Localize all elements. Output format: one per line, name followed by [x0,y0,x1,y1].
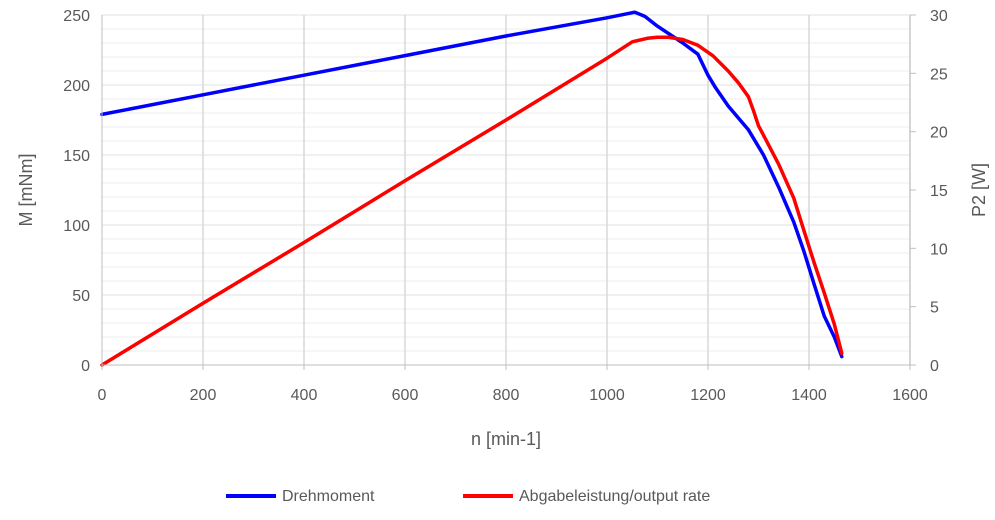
y-tick-label: 150 [63,148,90,165]
x-tick-label: 1400 [791,387,827,404]
y2-tick-label: 20 [930,125,948,142]
series-group [100,10,844,367]
y-tick-label: 100 [63,218,90,235]
y-axis-title: M [mNm] [16,154,36,227]
series-line-1 [100,10,844,359]
legend: Drehmoment Abgabeleistung/output rate [226,488,710,505]
y2-tick-label: 30 [930,8,948,25]
y2-tick-label: 10 [930,241,948,258]
x-tick-label: 600 [392,387,419,404]
x-tick-label: 1600 [892,387,928,404]
x-tick-label: 400 [291,387,318,404]
legend-label-1: Drehmoment [282,488,375,505]
y2-axis-title: P2 [W] [969,163,989,217]
x-tick-label: 200 [190,387,217,404]
x-axis-title: n [min-1] [471,429,541,449]
x-tick-label: 800 [493,387,520,404]
y2-tick-label: 0 [930,358,939,375]
axes: 0 200 400 600 800 1000 1200 1400 160005010015020… [63,8,948,404]
y2-tick-label: 5 [930,300,939,317]
y2-tick-label: 15 [930,183,948,200]
series-line-2 [100,35,844,367]
x-tick-label: 1200 [690,387,726,404]
x-tick-label: 1000 [589,387,625,404]
y2-tick-label: 25 [930,66,948,83]
x-tick-label: 0 [98,387,107,404]
y-tick-label: 50 [72,288,90,305]
y-tick-label: 250 [63,8,90,25]
legend-label-2: Abgabeleistung/output rate [519,488,710,505]
y-tick-label: 200 [63,78,90,95]
y-tick-label: 0 [81,358,90,375]
